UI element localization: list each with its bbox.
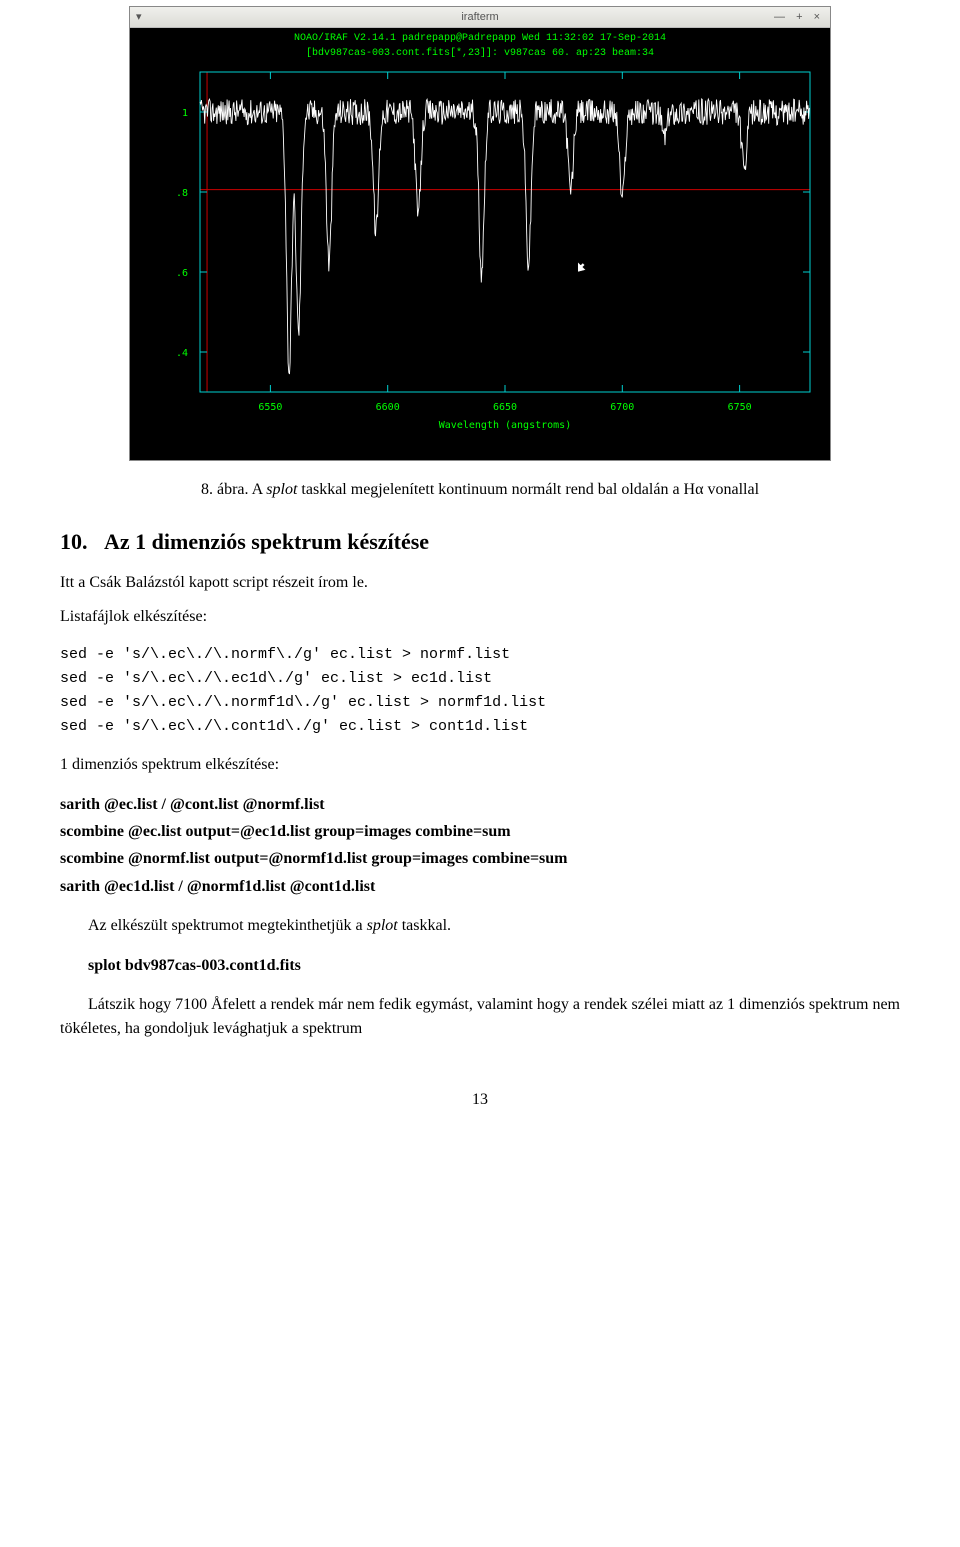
section-title: Az 1 dimenziós spektrum készítése bbox=[104, 529, 429, 554]
window-controls[interactable]: — + × bbox=[774, 7, 824, 27]
svg-text:6650: 6650 bbox=[493, 402, 517, 413]
svg-text:6600: 6600 bbox=[376, 402, 400, 413]
svg-text:6550: 6550 bbox=[258, 402, 282, 413]
iraf-header-line1: NOAO/IRAF V2.14.1 padrepapp@Padrepapp We… bbox=[136, 32, 824, 45]
caption-text-1: A bbox=[252, 481, 267, 498]
caption-text-2: taskkal megjelenített kontinuum normált … bbox=[297, 481, 759, 498]
page-number: 13 bbox=[60, 1091, 900, 1109]
svg-text:6700: 6700 bbox=[610, 402, 634, 413]
para-splot-before: Az elkészült spektrumot megtekinthetjük … bbox=[88, 917, 367, 934]
section-heading: 10. Az 1 dimenziós spektrum készítése bbox=[60, 529, 900, 555]
iraf-header-line2: [bdv987cas-003.cont.fits[*,23]]: v987cas… bbox=[136, 47, 824, 60]
paragraph-lista: Listafájlok elkészítése: bbox=[60, 605, 900, 629]
svg-text:.4: .4 bbox=[176, 348, 188, 359]
terminal-window: ▾ irafterm — + × NOAO/IRAF V2.14.1 padre… bbox=[129, 6, 831, 461]
para-splot-after: taskkal. bbox=[398, 917, 451, 934]
code-block-sed: sed -e 's/\.ec\./\.normf\./g' ec.list > … bbox=[60, 643, 900, 739]
section-number: 10. bbox=[60, 529, 88, 554]
svg-text:.6: .6 bbox=[176, 268, 188, 279]
caption-italic: splot bbox=[266, 481, 297, 498]
terminal-titlebar: ▾ irafterm — + × bbox=[130, 7, 830, 28]
svg-text:6750: 6750 bbox=[728, 402, 752, 413]
svg-text:Wavelength (angstroms): Wavelength (angstroms) bbox=[439, 420, 571, 431]
para-splot-italic: splot bbox=[367, 917, 398, 934]
figure-caption: 8. ábra. A splot taskkal megjelenített k… bbox=[60, 481, 900, 499]
svg-text:.8: .8 bbox=[176, 188, 188, 199]
paragraph-last: Látszik hogy 7100 Åfelett a rendek már n… bbox=[60, 993, 900, 1041]
paragraph-splot: Az elkészült spektrumot megtekinthetjük … bbox=[60, 914, 900, 938]
spectrum-plot: 6550 6600 6650 6700 6750 .4 .6 .8 1 Wavelength (a… bbox=[140, 62, 820, 442]
paragraph-1dim: 1 dimenziós spektrum elkészítése: bbox=[60, 753, 900, 777]
window-title: irafterm bbox=[186, 7, 774, 27]
paragraph-intro: Itt a Csák Balázstól kapott script része… bbox=[60, 571, 900, 595]
window-menu-icon[interactable]: ▾ bbox=[136, 7, 186, 27]
svg-text:1: 1 bbox=[182, 108, 188, 119]
splot-command: splot bdv987cas-003.cont1d.fits bbox=[60, 952, 900, 979]
caption-number: 8. ábra. bbox=[201, 481, 249, 498]
code-block-iraf: sarith @ec.list / @cont.list @normf.list… bbox=[60, 791, 900, 900]
figure-8: ▾ irafterm — + × NOAO/IRAF V2.14.1 padre… bbox=[60, 0, 900, 499]
terminal-content: NOAO/IRAF V2.14.1 padrepapp@Padrepapp We… bbox=[130, 28, 830, 460]
